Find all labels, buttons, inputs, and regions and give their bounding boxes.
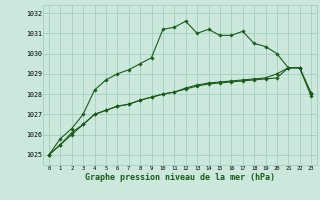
X-axis label: Graphe pression niveau de la mer (hPa): Graphe pression niveau de la mer (hPa) (85, 173, 275, 182)
